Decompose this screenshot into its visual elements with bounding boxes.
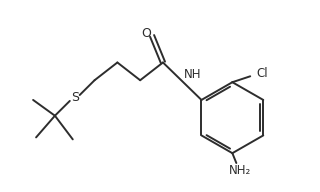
Text: NH: NH bbox=[183, 68, 201, 81]
Text: Cl: Cl bbox=[256, 67, 268, 80]
Text: O: O bbox=[141, 27, 151, 40]
Text: S: S bbox=[71, 91, 79, 104]
Text: NH₂: NH₂ bbox=[229, 164, 252, 177]
